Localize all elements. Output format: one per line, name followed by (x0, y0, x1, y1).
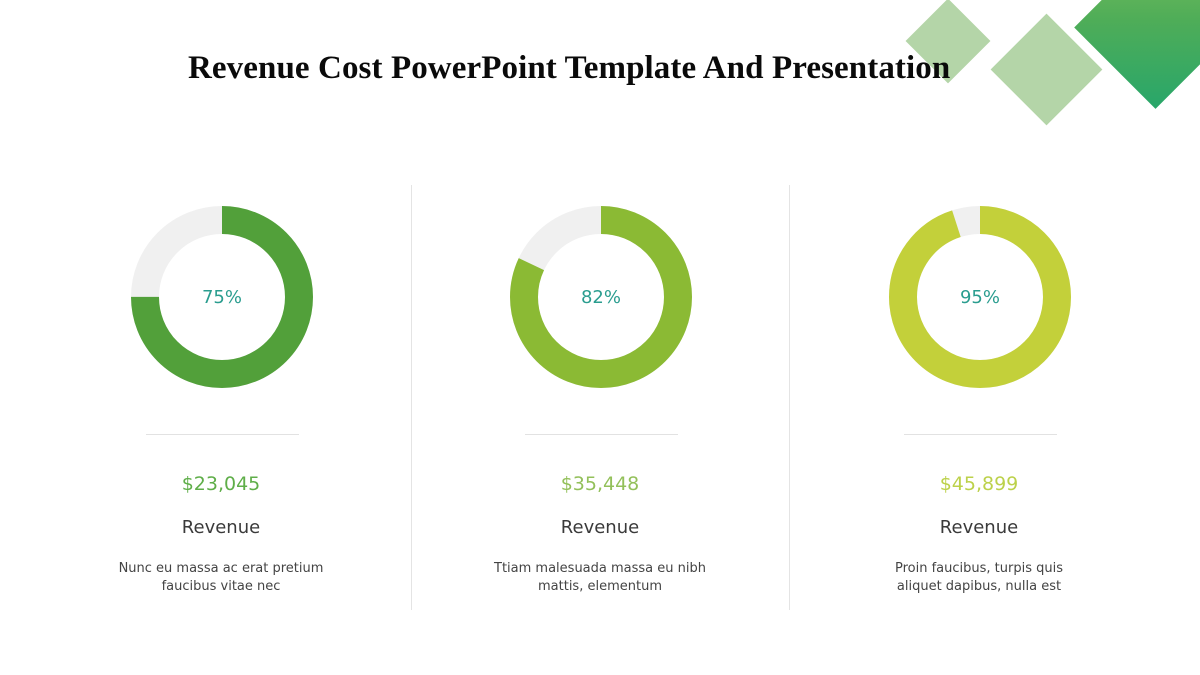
donut-chart: 75% (131, 206, 313, 388)
revenue-label: Revenue (939, 517, 1019, 538)
description-line: faucibus vitae nec (161, 579, 281, 594)
revenue-label: Revenue (560, 517, 640, 538)
donut-chart-svg (510, 206, 692, 388)
revenue-amount: $45,899 (939, 473, 1019, 495)
column-divider (789, 185, 790, 610)
donut-percent-label: 95% (959, 286, 1000, 308)
revenue-amount: $23,045 (181, 473, 261, 495)
description-line: mattis, elementum (538, 579, 662, 594)
revenue-card-2: 82% $35,448 Revenue Ttiam malesuada mass… (450, 185, 750, 615)
donut-chart-svg (131, 206, 313, 388)
revenue-label: Revenue (181, 517, 261, 538)
divider-line (525, 434, 678, 435)
column-divider (411, 185, 412, 610)
donut-percent-label: 82% (580, 286, 621, 308)
donut-arc (889, 206, 1071, 388)
donut-chart: 95% (889, 206, 1071, 388)
decorative-diamond-large (1074, 0, 1200, 109)
divider-line (904, 434, 1057, 435)
divider-line (146, 434, 299, 435)
donut-chart-svg (889, 206, 1071, 388)
revenue-description: Nunc eu massa ac erat pretium faucibus v… (71, 560, 371, 596)
donut-chart: 82% (510, 206, 692, 388)
revenue-card-3: 95% $45,899 Revenue Proin faucibus, turp… (829, 185, 1129, 615)
revenue-amount: $35,448 (560, 473, 640, 495)
revenue-card-1: 75% $23,045 Revenue Nunc eu massa ac era… (71, 185, 371, 615)
donut-arc (510, 206, 692, 388)
slide-title: Revenue Cost PowerPoint Template And Pre… (188, 50, 951, 86)
revenue-description: Ttiam malesuada massa eu nibh mattis, el… (450, 560, 750, 596)
description-line: Proin faucibus, turpis quis (894, 561, 1063, 576)
description-line: Ttiam malesuada massa eu nibh (494, 561, 706, 576)
donut-percent-label: 75% (201, 286, 242, 308)
description-line: aliquet dapibus, nulla est (896, 579, 1062, 594)
revenue-description: Proin faucibus, turpis quis aliquet dapi… (829, 560, 1129, 596)
donut-arc (131, 206, 313, 388)
description-line: Nunc eu massa ac erat pretium (118, 561, 324, 576)
